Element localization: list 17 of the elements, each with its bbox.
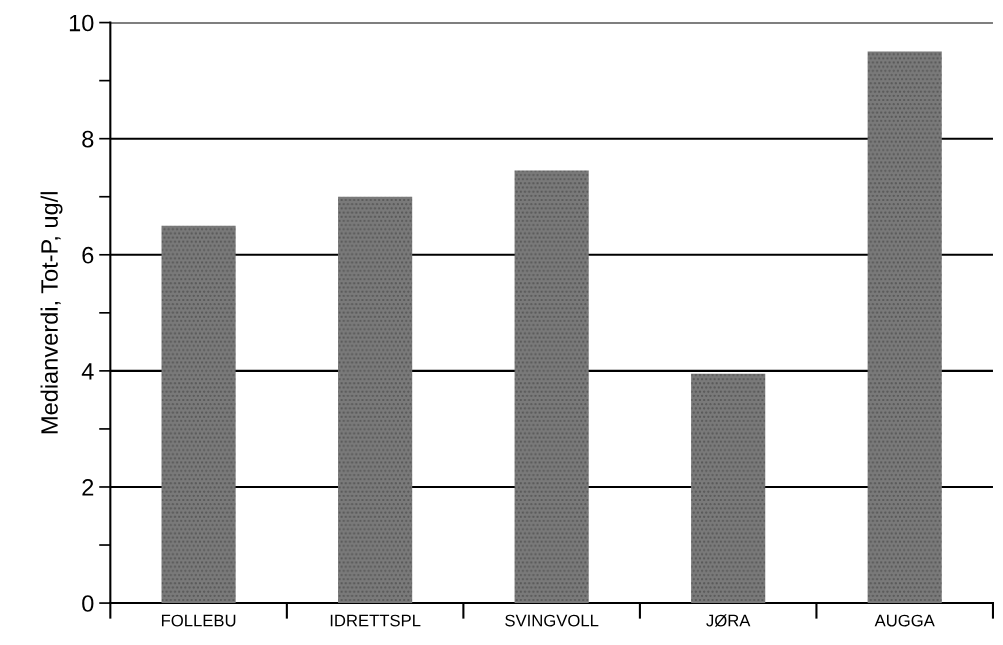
bar bbox=[691, 373, 766, 604]
bar bbox=[867, 51, 942, 604]
bar bbox=[514, 170, 589, 604]
y-tick-label: 4 bbox=[81, 363, 94, 380]
x-tick-label: SVINGVOLL bbox=[505, 614, 599, 627]
y-tick-label: 6 bbox=[82, 246, 94, 264]
y-tick-label: 10 bbox=[69, 14, 94, 32]
bar bbox=[338, 196, 413, 604]
y-tick-label: 2 bbox=[82, 479, 94, 496]
x-tick-label: IDRETTSPL bbox=[330, 614, 421, 627]
y-tick-label: 0 bbox=[82, 595, 94, 612]
bar bbox=[161, 225, 236, 604]
y-tick-label: 8 bbox=[82, 130, 94, 148]
x-tick-label: JØRA bbox=[706, 614, 751, 627]
x-tick-label: AUGGA bbox=[874, 614, 935, 627]
y-axis-title: Medianverdi, Tot-P, ug/l bbox=[40, 192, 63, 434]
x-tick-label: FOLLEBU bbox=[161, 614, 236, 627]
